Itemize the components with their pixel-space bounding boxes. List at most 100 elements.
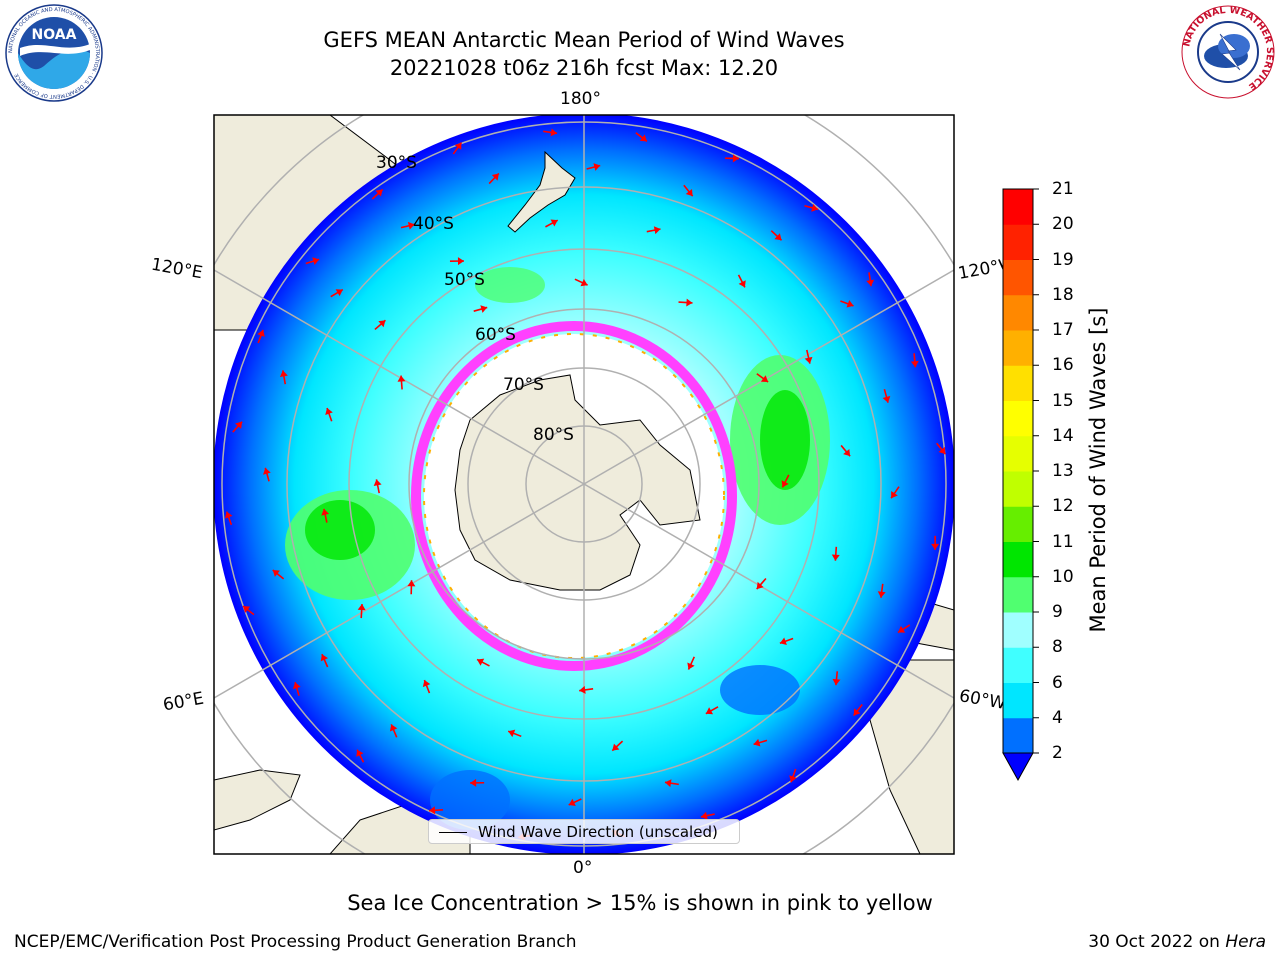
wind-arrow-head: [760, 375, 769, 382]
wind-arrow-head: [897, 625, 906, 633]
wind-arrow-head: [224, 511, 233, 519]
wind-arrow-head: [389, 724, 398, 732]
legend-label: Wind Wave Direction (unscaled): [478, 823, 718, 841]
wind-arrow-head: [843, 449, 851, 457]
noaa-logo: NATIONAL OCEANIC AND ATMOSPHERIC ADMINIS…: [5, 4, 103, 102]
wind-arrow-head: [853, 708, 861, 716]
wind-arrow-head: [732, 154, 739, 163]
colorbar-tick-label: 14: [1052, 425, 1074, 446]
wind-arrow-head: [804, 356, 813, 364]
chart-title: GEFS MEAN Antarctic Mean Period of Wind …: [323, 28, 845, 52]
wind-arrow-head: [373, 479, 382, 487]
date-text: 30 Oct 2022 on Hera: [1088, 932, 1266, 952]
wind-arrow-head: [832, 678, 841, 686]
wind-arrow-head: [938, 446, 946, 455]
lat-label-70s: 70°S: [503, 375, 544, 395]
lat-label-30s: 30°S: [376, 153, 417, 173]
new-zealand-land: [507, 150, 576, 233]
wind-arrow-head: [779, 637, 787, 645]
wind-arrow-head: [356, 749, 364, 757]
wind-arrow-head: [612, 743, 620, 751]
wind-arrow-head: [580, 278, 588, 287]
wind-arrow-head: [568, 798, 576, 807]
chart-subtitle: 20221028 t06z 216h fcst Max: 12.20: [389, 56, 779, 80]
wind-arrow-head: [378, 320, 386, 328]
colorbar-tick-label: 17: [1052, 320, 1074, 340]
africa-land: [214, 769, 301, 831]
wind-arrow-head: [429, 806, 436, 815]
wind-arrow-head: [235, 421, 243, 429]
wind-arrow-head: [653, 226, 661, 235]
colorbar-tick-label: 15: [1052, 390, 1074, 411]
machine-name: Hera: [1225, 932, 1266, 952]
wind-arrow-head: [579, 685, 586, 694]
colorbar-tick-label: 12: [1052, 496, 1074, 517]
colorbar-tick-label: 11: [1052, 531, 1074, 552]
wind-arrow-head: [397, 375, 406, 382]
wind-arrow-head: [781, 480, 789, 488]
colorbar-tick-label: 6: [1052, 672, 1063, 693]
wind-arrow-head: [292, 682, 301, 690]
colorbar-tick-label: 21: [1052, 179, 1074, 199]
wind-arrow-head: [593, 163, 601, 171]
wind-arrow-head: [335, 289, 343, 297]
wind-arrow-head: [357, 604, 366, 611]
colorbar-tick-label: 10: [1052, 566, 1074, 587]
wind-arrow-head: [242, 605, 251, 613]
colorbar-tick-label: 9: [1052, 602, 1063, 622]
wind-arrow-head: [422, 680, 431, 688]
lon-label-0: 0°: [573, 858, 593, 878]
wind-arrow-head: [508, 729, 516, 738]
wind-arrow-head: [407, 580, 416, 587]
wind-arrow-head: [685, 188, 693, 197]
date-prefix: 30 Oct 2022 on: [1088, 932, 1226, 952]
wind-arrow-head: [664, 779, 672, 788]
wind-arrow-head: [700, 811, 708, 820]
sea-ice-ring: [411, 321, 737, 671]
wind-arrow-head: [705, 707, 714, 715]
wind-arrow-head: [272, 570, 280, 577]
wind-arrow-head: [846, 300, 854, 308]
wind-arrow-head: [882, 395, 891, 403]
wind-arrow-head: [866, 279, 875, 287]
colorbar-tick-label: 2: [1052, 743, 1063, 763]
wind-arrow-head: [753, 738, 761, 747]
colorbar-tick-label: 8: [1052, 637, 1063, 658]
wind-arrow-head: [831, 554, 840, 561]
lat-label-80s: 80°S: [533, 425, 574, 445]
wind-arrow-head: [375, 189, 383, 197]
wind-arrow-head: [687, 662, 695, 670]
wind-arrow-head: [756, 581, 764, 590]
map-legend: Wind Wave Direction (unscaled): [428, 819, 740, 844]
wind-arrow-head: [877, 591, 886, 598]
colorbar-tick-label: 16: [1052, 355, 1074, 376]
colorbar-tick-label: 20: [1052, 214, 1074, 235]
map-frame: [213, 114, 955, 855]
colorbar-label: Mean Period of Wind Waves [s]: [1086, 307, 1110, 633]
wind-arrow-head: [325, 408, 333, 416]
lat-label-60s: 60°S: [475, 325, 516, 345]
colorbar-tick-label: 18: [1052, 284, 1074, 305]
wind-arrow-head: [477, 658, 485, 666]
wind-arrow-head: [789, 775, 797, 783]
colorbar-tick-label: 4: [1052, 707, 1063, 728]
wind-arrow-head: [931, 543, 940, 550]
wind-arrow-head: [312, 257, 320, 265]
wind-arrow-head: [279, 370, 288, 377]
wind-arrow-head: [550, 128, 558, 137]
nws-logo: NATIONAL WEATHER SERVICE: [1181, 5, 1275, 99]
wind-arrow-head: [263, 467, 271, 475]
wind-arrow-head: [470, 778, 477, 787]
wind-arrow-head: [257, 329, 265, 337]
wind-arrow-head: [321, 508, 330, 516]
lat-label-50s: 50°S: [444, 270, 485, 290]
wind-arrow-head: [910, 360, 919, 368]
noaa-logo-text: NOAA: [32, 27, 77, 43]
wind-arrow-head: [550, 219, 558, 227]
wind-arrow-head: [407, 221, 415, 230]
wind-arrow-head: [480, 305, 488, 313]
wind-arrow-head: [738, 280, 746, 288]
wind-arrow-head: [320, 654, 329, 662]
wind-arrows: [224, 128, 947, 841]
